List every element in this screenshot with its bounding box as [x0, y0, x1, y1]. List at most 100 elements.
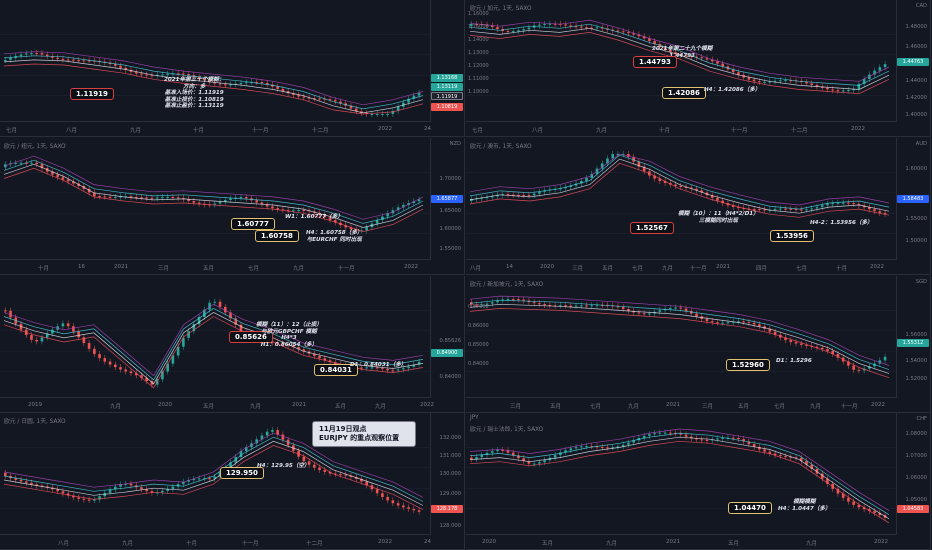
candle-body: [161, 371, 164, 380]
candle-body: [176, 346, 180, 356]
candle-body: [375, 489, 379, 494]
chart-panel-4[interactable]: 0.85626 0.84000 0.84900 2019 九月 2020 五月 …: [0, 276, 465, 413]
price-axis[interactable]: AUD 1.60000 1.55000 1.50000 1.58483: [896, 138, 930, 260]
price-plot[interactable]: [0, 413, 431, 535]
moving-average-line: [3, 167, 424, 232]
candle-body: [658, 310, 662, 312]
chart-panel-7[interactable]: 欧元 / 瑞士法郎, 1天, SAXO JPY CHF 1.08000 1.07…: [466, 413, 931, 550]
price-plot[interactable]: [466, 276, 897, 398]
price-axis[interactable]: 132.000 131.000 130.000 129.000 128.178 …: [430, 413, 464, 535]
moving-average-line: [469, 27, 890, 90]
price-plot[interactable]: [0, 138, 431, 260]
price-tick: 0.85626: [439, 338, 461, 344]
candle-body: [511, 452, 515, 456]
candle-body: [878, 67, 882, 71]
candle-body: [779, 80, 782, 82]
time-tick: 十月: [193, 128, 205, 134]
price-tick: 0.85000: [468, 342, 489, 348]
candle-body: [794, 209, 798, 211]
candle-body: [292, 93, 295, 95]
candle-body: [627, 309, 630, 311]
candle-body: [155, 197, 159, 199]
time-tick: 2022: [404, 264, 418, 270]
price-plot[interactable]: [0, 0, 431, 122]
price-plot[interactable]: [466, 413, 897, 535]
candle-body: [124, 67, 128, 70]
time-tick: 七月: [248, 266, 260, 272]
note-line: H4：1.60758（多）: [306, 230, 363, 236]
chart-panel-5[interactable]: 欧元 / 新加坡元, 1天, SAXO 0.87000 0.86000 0.85…: [466, 276, 931, 413]
time-tick: 九月: [110, 404, 122, 410]
time-axis[interactable]: 十月 16 2021 三月 五月 七月 九月 十一月 2022: [0, 259, 431, 274]
symbol-title: 欧元 / 纽元, 1天, SAXO: [4, 144, 66, 150]
price-tick: 1.70000: [439, 176, 461, 182]
candle-body: [679, 185, 683, 187]
price-axis[interactable]: 1.13168 1.13119 1.11919 1.10819: [430, 0, 464, 122]
price-badge: 1.11919: [431, 92, 463, 100]
candle-body: [548, 23, 552, 25]
candle-body: [852, 89, 855, 91]
time-axis[interactable]: 八月 14 2020 三月 五月 七月 九月 十一月 2021 四月 七月 十月…: [466, 259, 897, 274]
candle-body: [663, 181, 667, 183]
candle-body: [129, 371, 133, 374]
price-level-box: 1.53956: [770, 230, 814, 242]
candle-body: [883, 64, 887, 68]
price-plot[interactable]: [466, 0, 897, 122]
candle-body: [674, 307, 677, 309]
candle-body: [197, 478, 201, 480]
chart-panel-1[interactable]: 欧元 / 加元, 1天, SAXO CAD 1.48000 1.46000 1.…: [466, 0, 931, 137]
time-tick: 2022: [870, 264, 884, 270]
time-axis[interactable]: 七月 八月 九月 十月 十一月 十二月 2022: [466, 121, 897, 136]
candle-body: [747, 321, 751, 323]
price-plot[interactable]: [466, 138, 897, 260]
price-axis[interactable]: SGD 1.56000 1.54000 1.52000 1.55312: [896, 276, 930, 398]
candle-body: [695, 56, 698, 58]
price-axis[interactable]: CHF 1.08000 1.07000 1.06000 1.05000 1.04…: [896, 413, 930, 535]
price-tick: 1.52000: [905, 376, 927, 382]
candle-body: [632, 33, 635, 35]
candle-body: [124, 369, 128, 372]
candle-body: [721, 437, 724, 439]
time-axis[interactable]: 八月 九月 十月 十一月 十二月 2022 24: [0, 534, 431, 549]
candle-body: [642, 36, 646, 39]
price-plot[interactable]: [0, 276, 431, 398]
time-tick: 十月: [38, 266, 50, 272]
candle-body: [852, 203, 855, 205]
candle-body: [381, 367, 384, 369]
candle-body: [192, 75, 196, 77]
price-tick: 132.000: [439, 435, 461, 441]
chart-panel-3[interactable]: 欧元 / 澳币, 1天, SAXO AUD 1.60000 1.55000 1.…: [466, 138, 931, 275]
chart-panel-2[interactable]: 欧元 / 纽元, 1天, SAXO NZD 1.70000 1.65000 1.…: [0, 138, 465, 275]
candle-body: [203, 309, 206, 317]
price-axis[interactable]: CAD 1.48000 1.46000 1.44000 1.42000 1.40…: [896, 0, 930, 122]
candle-body: [93, 192, 96, 197]
candle-body: [302, 210, 306, 212]
time-tick: 五月: [738, 404, 750, 410]
candle-body: [213, 82, 217, 84]
time-axis[interactable]: 2019 九月 2020 五月 九月 2021 五月 九月 2022: [0, 397, 434, 412]
price-tick: 1.05000: [905, 497, 927, 503]
chart-panel-0[interactable]: 1.13168 1.13119 1.11919 1.10819 七月 八月 九月…: [0, 0, 465, 137]
moving-average-line: [469, 428, 890, 511]
price-axis[interactable]: NZD 1.70000 1.65000 1.60000 1.55000 1.65…: [430, 138, 464, 260]
time-axis[interactable]: 三月 五月 七月 九月 2021 三月 五月 七月 九月 十一月 2022: [466, 397, 897, 412]
candle-body: [417, 92, 421, 96]
candle-body: [239, 451, 243, 458]
time-axis[interactable]: 七月 八月 九月 十月 十一月 十二月 2022 24: [0, 121, 431, 136]
trade-note: 模糊模糊 H4：1.0447（多）: [778, 499, 831, 512]
candle-body: [648, 38, 651, 42]
price-axis[interactable]: 0.85626 0.84000 0.84900: [430, 276, 464, 398]
candle-body: [768, 328, 772, 332]
candle-body: [574, 447, 578, 449]
candle-body: [386, 213, 389, 217]
time-tick: 十一月: [338, 266, 355, 272]
time-tick: 2021: [716, 264, 730, 270]
candle-body: [40, 164, 44, 169]
price-tick: 1.10000: [468, 89, 489, 95]
candle-body: [763, 449, 766, 452]
candle-body: [810, 208, 814, 210]
time-axis[interactable]: 2020 五月 九月 2021 五月 九月 2022: [466, 534, 897, 549]
price-tick: 1.56000: [905, 332, 927, 338]
candle-body: [229, 198, 232, 200]
price-level-box: 1.44793: [633, 56, 677, 68]
